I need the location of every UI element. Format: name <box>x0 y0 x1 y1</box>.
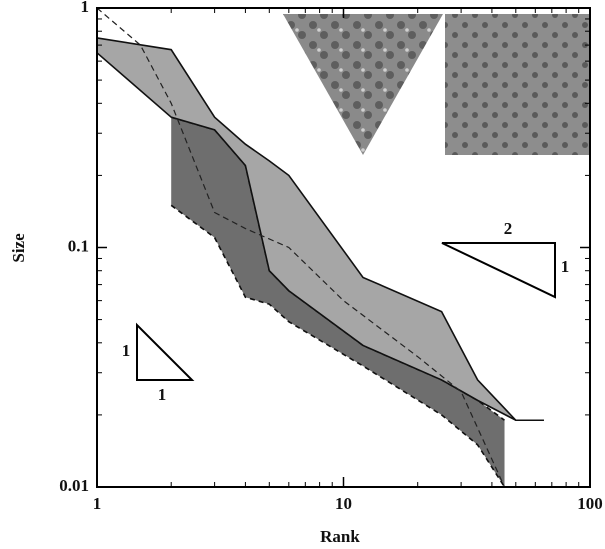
inset-triangle <box>283 14 443 155</box>
band-area <box>97 37 544 421</box>
band-area <box>171 117 505 487</box>
y-axis-label: Size <box>9 233 28 263</box>
x-tick-label: 1 <box>93 494 102 513</box>
dashed-line <box>96 7 506 488</box>
slope-label: 1 <box>158 385 167 404</box>
slope-label: 2 <box>504 219 513 238</box>
y-tick-label: 0.1 <box>68 236 89 255</box>
x-tick-label: 10 <box>335 494 352 513</box>
y-tick-label: 0.01 <box>59 476 89 495</box>
x-tick-label: 100 <box>577 494 603 513</box>
slope-triangle <box>136 322 195 381</box>
slope-label: 1 <box>122 341 131 360</box>
band-edge <box>96 37 544 422</box>
y-tick-label: 1 <box>81 0 90 16</box>
inset-lattice <box>445 14 590 155</box>
x-axis-label: Rank <box>320 527 360 546</box>
band-edge <box>96 52 544 422</box>
slope-triangle <box>441 242 556 299</box>
slope-label: 1 <box>561 257 570 276</box>
band-edge <box>170 204 506 488</box>
